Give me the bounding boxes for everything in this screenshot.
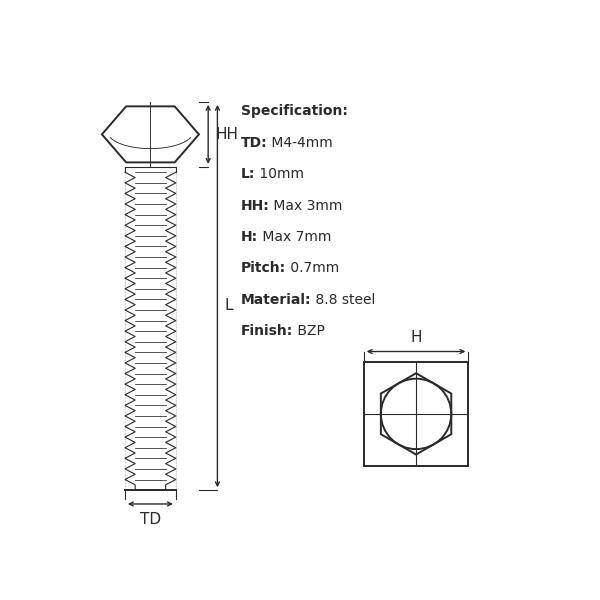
Text: TD: TD (140, 512, 161, 527)
Text: Specification:: Specification: (241, 104, 347, 118)
Text: 10mm: 10mm (255, 167, 304, 181)
Text: H:: H: (241, 230, 257, 244)
Text: 8.8 steel: 8.8 steel (311, 293, 376, 307)
Text: Pitch:: Pitch: (241, 262, 286, 275)
Text: L: L (224, 298, 233, 313)
Text: 0.7mm: 0.7mm (286, 262, 339, 275)
Text: H: H (410, 329, 422, 344)
Text: Finish:: Finish: (241, 324, 293, 338)
Text: L:: L: (241, 167, 255, 181)
Text: HH: HH (215, 127, 238, 142)
Text: HH:: HH: (241, 199, 269, 212)
Text: Max 3mm: Max 3mm (269, 199, 343, 212)
Text: Max 7mm: Max 7mm (257, 230, 331, 244)
Text: M4-4mm: M4-4mm (267, 136, 333, 150)
Text: BZP: BZP (293, 324, 325, 338)
Text: Material:: Material: (241, 293, 311, 307)
Text: TD:: TD: (241, 136, 267, 150)
